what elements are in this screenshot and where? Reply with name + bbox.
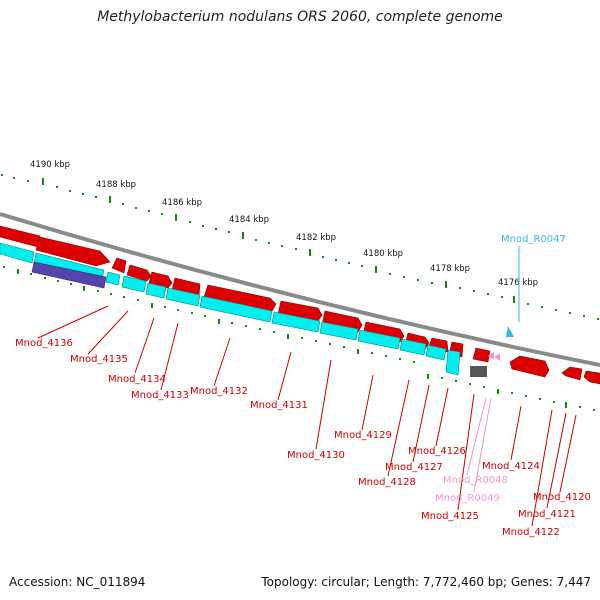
orf-block: [271, 311, 321, 333]
leader-line: [160, 322, 179, 391]
orf-track: [0, 242, 461, 376]
gene-label-r0049: Mnod_R0049: [435, 493, 500, 504]
orf-block: [165, 287, 201, 307]
leader-line: [315, 359, 332, 450]
tick-label: 4182 kbp: [296, 233, 336, 243]
forward-cds-track: [0, 225, 600, 385]
tick-label: 4178 kbp: [430, 264, 470, 274]
gene-label-r0048: Mnod_R0048: [443, 475, 508, 486]
cds-arrow: [509, 355, 550, 378]
topology-label: Topology: circular; Length: 7,772,460 bp…: [261, 575, 591, 589]
gene-label-4121: Mnod_4121: [518, 509, 576, 520]
gene-labels: Mnod_R0047 Mnod_4136 Mnod_4135 Mnod_4134…: [15, 234, 591, 538]
leader-line: [435, 387, 449, 447]
orf-block: [0, 242, 35, 264]
cds-arrow: [472, 347, 491, 363]
scale-ticks: [1, 174, 599, 411]
gene-label-4127: Mnod_4127: [385, 462, 443, 473]
map-title: Methylobacterium nodulans ORS 2060, comp…: [97, 9, 503, 25]
rrna-marker: [494, 353, 500, 361]
orf-block: [199, 295, 273, 323]
leader-line: [466, 397, 487, 476]
tick-label: 4180 kbp: [363, 249, 403, 259]
cds-arrow: [561, 366, 583, 381]
leader-line: [361, 374, 374, 431]
genome-backbone: [0, 212, 600, 367]
gene-label-4132: Mnod_4132: [190, 386, 248, 397]
gene-label-r0047: Mnod_R0047: [501, 234, 566, 245]
cds-arrow: [203, 284, 277, 312]
leader-line: [87, 310, 129, 355]
cds-arrow: [35, 236, 111, 267]
orf-block: [399, 338, 427, 356]
cds-arrow: [111, 257, 127, 274]
orf-block: [425, 344, 447, 361]
cds-arrow: [0, 225, 41, 248]
orf-block: [445, 349, 461, 376]
gap-feature: [470, 366, 487, 377]
tick-label: 4184 kbp: [229, 215, 269, 225]
leader-lines: [37, 246, 577, 527]
leader-line: [277, 351, 292, 401]
leader-line: [531, 409, 553, 527]
gene-label-4134: Mnod_4134: [108, 374, 166, 385]
gene-label-4120: Mnod_4120: [533, 492, 591, 503]
gene-label-4124: Mnod_4124: [482, 461, 540, 472]
orf-block: [319, 321, 359, 341]
cds-arrow: [148, 271, 173, 289]
misc-feature: [31, 261, 107, 289]
leader-line: [134, 317, 155, 374]
leader-line: [457, 393, 475, 511]
gene-label-4129: Mnod_4129: [334, 430, 392, 441]
gene-label-4126: Mnod_4126: [408, 446, 466, 457]
gene-label-4136: Mnod_4136: [15, 338, 73, 349]
accession-label: Accession: NC_011894: [9, 575, 146, 589]
leader-line: [510, 405, 522, 461]
leader-line: [387, 379, 410, 477]
leader-line: [213, 337, 231, 387]
orf-block: [145, 282, 167, 299]
gene-label-4130: Mnod_4130: [287, 450, 345, 461]
orf-block: [121, 275, 147, 293]
rrna-marker: [488, 352, 494, 360]
tick-label: 4188 kbp: [96, 180, 136, 190]
gene-label-4128: Mnod_4128: [358, 477, 416, 488]
gene-label-4122: Mnod_4122: [502, 527, 560, 538]
tick-label: 4190 kbp: [30, 160, 70, 170]
cds-arrow: [583, 370, 600, 385]
leader-line: [559, 414, 577, 493]
leader-line: [473, 397, 492, 493]
leader-line: [412, 384, 430, 463]
tick-label: 4186 kbp: [162, 198, 202, 208]
gene-label-4125: Mnod_4125: [421, 511, 479, 522]
leader-line: [37, 305, 109, 339]
tick-label: 4176 kbp: [498, 278, 538, 288]
trna-marker: [506, 326, 514, 337]
gene-label-4131: Mnod_4131: [250, 400, 308, 411]
leader-line: [546, 412, 567, 509]
gene-label-4133: Mnod_4133: [131, 390, 189, 401]
cds-arrow: [126, 264, 152, 282]
orf-block: [357, 329, 401, 350]
cds-arrow: [277, 300, 323, 322]
orf-block: [105, 271, 121, 286]
gene-label-4135: Mnod_4135: [70, 354, 128, 365]
